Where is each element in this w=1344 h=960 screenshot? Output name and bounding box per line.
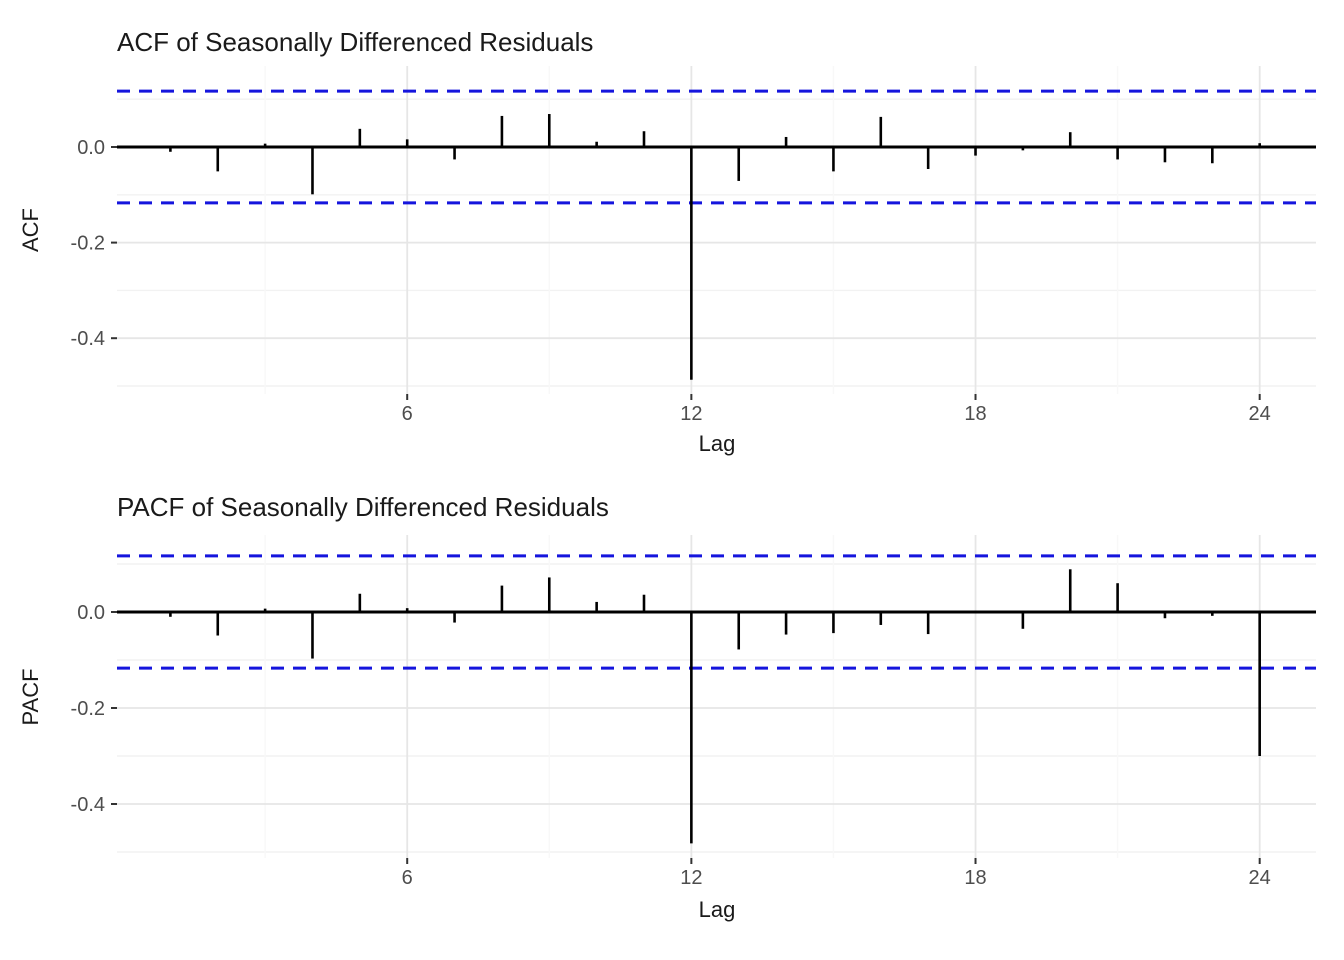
acf-grid-minor — [117, 66, 1316, 394]
pacf-y-tick-label: 0.0 — [77, 602, 105, 624]
pacf-axis-labels: 0.0 -0.2 -0.4 6 12 18 24 — [71, 602, 1271, 889]
pacf-x-tick-label: 12 — [680, 867, 702, 889]
pacf-y-tick-label: -0.4 — [71, 794, 105, 816]
pacf-x-tick-label: 24 — [1249, 867, 1271, 889]
pacf-x-axis-title: Lag — [698, 897, 736, 922]
acf-axis-labels: 0.0 -0.2 -0.4 6 12 18 24 — [71, 137, 1271, 425]
acf-x-axis-title: Lag — [698, 431, 736, 456]
acf-grid-major — [117, 66, 1316, 394]
acf-x-tick-label: 12 — [680, 403, 702, 425]
acf-y-tick-label: -0.2 — [71, 233, 105, 255]
pacf-bars — [169, 569, 1261, 844]
pacf-y-tick-label: -0.2 — [71, 698, 105, 720]
acf-chart-title: ACF of Seasonally Differenced Residuals — [117, 27, 594, 57]
acf-y-tick-label: 0.0 — [77, 137, 105, 159]
pacf-x-tick-label: 6 — [402, 867, 413, 889]
pacf-y-axis-title: PACF — [18, 668, 43, 726]
pacf-confidence-lines — [117, 554, 1316, 670]
acf-y-tick-label: -0.4 — [71, 328, 105, 350]
acf-bars — [169, 114, 1261, 380]
acf-x-tick-label: 18 — [964, 403, 986, 425]
acf-confidence-lines — [117, 89, 1316, 205]
pacf-chart-title: PACF of Seasonally Differenced Residuals — [117, 492, 609, 522]
pacf-x-tick-label: 18 — [964, 867, 986, 889]
pacf-grid-major — [117, 535, 1316, 858]
acf-x-tick-label: 24 — [1249, 403, 1271, 425]
pacf-panel: 0.0 -0.2 -0.4 6 12 18 24 — [71, 535, 1316, 889]
pacf-grid-minor — [117, 535, 1316, 858]
acf-x-tick-label: 6 — [402, 403, 413, 425]
acf-panel: 0.0 -0.2 -0.4 6 12 18 24 — [71, 66, 1316, 425]
acf-y-axis-title: ACF — [18, 208, 43, 252]
